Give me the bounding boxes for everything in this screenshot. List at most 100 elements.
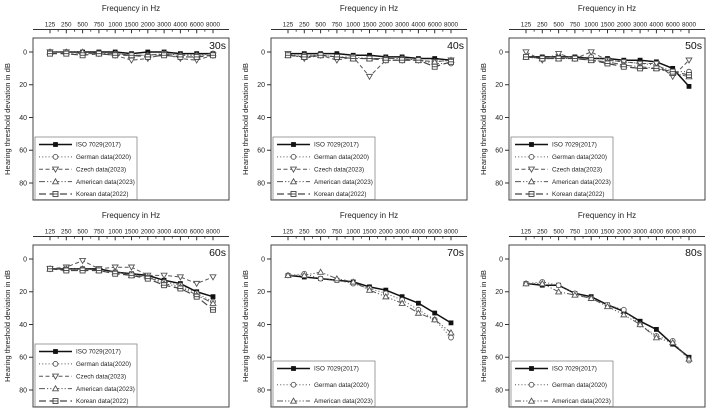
legend-label: ISO 7029(2017) <box>552 366 597 373</box>
chart-70s: Frequency in Hz 125 250 500 750 1000 1500 2000 3… <box>241 211 468 408</box>
y-tick-label: 20 <box>257 289 265 296</box>
y-tick-label: 0 <box>499 49 503 56</box>
x-tick-label: 4000 <box>411 22 426 29</box>
marker-open-triangle-up <box>636 320 644 328</box>
x-axis-title: Frequency in Hz <box>102 4 160 13</box>
legend-item: ISO 7029(2017) <box>39 349 121 356</box>
x-tick-label: 250 <box>299 229 310 236</box>
x-tick-label: 1500 <box>600 22 615 29</box>
x-tick-label: 2000 <box>379 229 394 236</box>
x-tick-label: 8000 <box>444 22 459 29</box>
x-tick-label: 500 <box>77 229 88 236</box>
age-group-label: 80s <box>685 247 702 259</box>
chart-40s: Frequency in Hz 125 250 500 750 1000 1500 2000 3… <box>241 4 468 201</box>
y-tick-label: 0 <box>23 49 27 56</box>
marker-filled-square <box>53 142 58 147</box>
legend-item: ISO 7029(2017) <box>515 366 597 373</box>
marker-open-triangle-up <box>447 328 455 336</box>
marker-open-triangle-up <box>527 397 536 404</box>
x-tick-label: 3000 <box>157 229 172 236</box>
legend-box <box>34 136 138 200</box>
marker-open-triangle-up <box>398 299 406 306</box>
marker-open-triangle-down <box>127 264 136 271</box>
y-tick-label: 80 <box>19 387 27 394</box>
series-line <box>50 268 214 304</box>
x-tick-label: 8000 <box>444 229 459 236</box>
x-tick-label: 750 <box>570 22 581 29</box>
legend-item: German data(2020) <box>39 154 131 161</box>
legend-item: American data(2023) <box>277 397 373 405</box>
x-tick-label: 250 <box>537 22 548 29</box>
x-tick-label: 6000 <box>190 229 205 236</box>
marker-open-triangle-up <box>554 288 563 295</box>
marker-filled-square <box>670 65 676 71</box>
marker-open-circle <box>317 275 324 282</box>
marker-open-triangle-down <box>127 57 136 64</box>
marker-open-triangle-down <box>193 280 201 288</box>
x-tick-label: 125 <box>45 229 56 236</box>
x-axis: 125 250 500 750 1000 1500 2000 3000 4000 6000 8000 <box>33 229 229 241</box>
y-tick-label: 60 <box>19 355 27 362</box>
marker-open-circle <box>52 361 59 367</box>
marker-open-triangle-up <box>382 292 390 300</box>
legend-item: Korean data(2022) <box>515 191 605 198</box>
y-axis: 0 20 40 60 80 <box>495 49 509 187</box>
series-line <box>49 268 214 311</box>
marker-open-triangle-down <box>289 166 298 173</box>
marker-open-triangle-up <box>669 338 677 346</box>
y-tick-label: 40 <box>495 322 503 329</box>
x-tick-label: 1000 <box>346 22 361 29</box>
x-tick-label: 3000 <box>157 22 172 29</box>
panel-60s: Frequency in Hz 125 250 500 750 1000 1500 2000 3… <box>0 207 237 414</box>
y-tick-label: 80 <box>495 387 503 394</box>
series-line <box>50 53 214 58</box>
series-line <box>287 273 452 338</box>
marker-filled-square <box>529 366 534 371</box>
marker-open-triangle-down <box>78 257 87 265</box>
x-tick-label: 4000 <box>173 22 188 29</box>
x-tick-label: 6000 <box>666 229 681 236</box>
legend-label: ISO 7029(2017) <box>76 349 121 356</box>
x-tick-label: 3000 <box>633 229 648 236</box>
marker-filled-square <box>654 327 659 332</box>
legend-item: Czech data(2023) <box>39 373 126 380</box>
x-tick-label: 125 <box>283 229 294 236</box>
legend-item: ISO 7029(2017) <box>277 366 359 373</box>
y-tick-label: 80 <box>257 387 265 394</box>
marker-open-triangle-down <box>522 49 530 56</box>
x-tick-label: 2000 <box>617 229 632 236</box>
legend-label: ISO 7029(2017) <box>76 142 121 149</box>
marker-open-triangle-up <box>414 309 423 316</box>
x-tick-label: 6000 <box>428 229 443 236</box>
y-tick-label: 60 <box>19 148 27 155</box>
marker-open-circle <box>290 154 297 160</box>
x-tick-label: 1500 <box>600 229 615 236</box>
y-axis-title: Hearing threshold deviation in dB <box>3 63 12 175</box>
legend-item: German data(2020) <box>515 154 607 161</box>
marker-open-triangle-up <box>51 384 60 392</box>
marker-open-triangle-down <box>160 272 168 280</box>
series-korean-data-2022- <box>47 50 216 60</box>
series-american-data-2023- <box>522 279 693 362</box>
legend-item: American data(2023) <box>515 177 611 186</box>
legend-label: ISO 7029(2017) <box>314 366 359 373</box>
x-tick-label: 3000 <box>633 22 648 29</box>
y-tick-label: 0 <box>261 256 265 263</box>
x-tick-label: 250 <box>299 22 310 29</box>
y-tick-label: 60 <box>495 148 503 155</box>
series-line <box>525 56 690 76</box>
marker-open-circle <box>555 282 562 289</box>
marker-filled-square <box>399 294 405 300</box>
x-tick-label: 250 <box>537 229 548 236</box>
legend-box <box>510 136 614 200</box>
legend-item: German data(2020) <box>277 381 369 389</box>
legend: ISO 7029(2017) German data(2020) Czech dat… <box>510 136 614 200</box>
legend-label: Czech data(2023) <box>314 166 364 173</box>
legend-box <box>272 136 376 200</box>
series-iso-7029-2017- <box>523 281 692 360</box>
series-iso-7029-2017- <box>285 272 454 326</box>
y-tick-label: 0 <box>23 256 27 263</box>
legend-label: Korean data(2022) <box>314 191 367 198</box>
legend: ISO 7029(2017) German data(2020) American … <box>510 360 614 407</box>
